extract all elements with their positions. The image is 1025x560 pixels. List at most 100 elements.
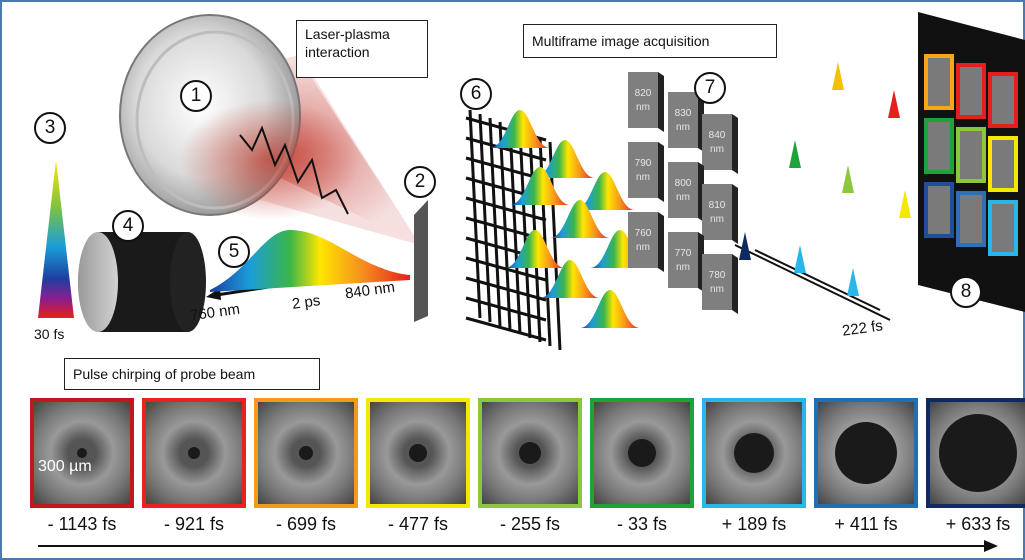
detector-cell: [956, 191, 986, 247]
filter-side: [732, 184, 738, 244]
output-pulse: [794, 245, 806, 273]
label-multiframe-text: Multiframe image acquisition: [532, 33, 710, 49]
filter-block: [628, 212, 658, 268]
filter-label-unit: nm: [710, 284, 724, 295]
filter-block: [668, 92, 698, 148]
output-pulse: [789, 140, 801, 168]
frame-delay-label: - 255 fs: [499, 514, 561, 534]
filter-label: 770: [675, 248, 692, 259]
grating-line-h: [465, 136, 547, 162]
filter-block: [702, 254, 732, 310]
spectrum-pulse: [575, 172, 635, 210]
detector-cells: [924, 54, 1018, 256]
frame-panel: [478, 398, 582, 508]
filter-label: 790: [635, 158, 652, 169]
spectrum-pulse: [505, 230, 565, 268]
output-pulse: [842, 165, 854, 193]
frame-delay-label: + 189 fs: [721, 514, 787, 534]
marker-1: 1: [180, 80, 212, 112]
stretcher-face: [78, 232, 118, 332]
frame-panel: [30, 398, 134, 508]
filter-label: 840: [709, 130, 726, 141]
filter-side: [658, 212, 664, 272]
filter-block: [668, 162, 698, 218]
filter-label: 760: [635, 228, 652, 239]
ablation-spot: [519, 442, 541, 464]
delay-line-1: [734, 244, 891, 321]
frame-panel: [702, 398, 806, 508]
chirped-spectrum: [210, 230, 410, 292]
grating-line-h: [465, 316, 547, 342]
label-laser-plasma-text: Laser-plasma interaction: [305, 26, 390, 60]
output-pulse: [847, 268, 859, 296]
marker-5: 5: [218, 236, 250, 268]
filter-side: [732, 114, 738, 174]
marker-4: 4: [112, 210, 144, 242]
dispersed-spectra: [490, 110, 650, 328]
frame-delay-label: - 921 fs: [163, 514, 225, 534]
grating-line-v: [478, 113, 492, 323]
filter-label: 810: [709, 200, 726, 211]
ablation-spot: [939, 414, 1017, 492]
filter-label: 780: [709, 270, 726, 281]
filter-label: 830: [675, 108, 692, 119]
spectrum-pulse: [490, 110, 550, 148]
time-arrow-head: [984, 540, 998, 552]
delay-line-2: [754, 249, 881, 311]
filter-label-unit: nm: [676, 262, 690, 273]
detector-cell: [956, 127, 986, 183]
stretcher-back: [170, 232, 206, 332]
filter-side: [732, 254, 738, 314]
label-laser-plasma: Laser-plasma interaction: [296, 20, 428, 78]
label-chirping: Pulse chirping of probe beam: [64, 358, 320, 390]
detector-cell: [956, 63, 986, 119]
detector-cell: [988, 136, 1018, 192]
detector-cell: [924, 118, 954, 174]
frame-panel: [590, 398, 694, 508]
marker-6: 6: [460, 78, 492, 110]
grating-line-h: [465, 196, 547, 222]
filter-label-unit: nm: [636, 102, 650, 113]
grating-line-v: [468, 109, 482, 319]
output-pulse: [832, 62, 844, 90]
filter-side: [658, 72, 664, 132]
frame-panel: [142, 398, 246, 508]
filter-label-unit: nm: [710, 144, 724, 155]
filter-label-unit: nm: [636, 172, 650, 183]
output-pulse: [739, 232, 751, 260]
marker-3: 3: [34, 112, 66, 144]
filter-block: [702, 184, 732, 240]
filter-label: 800: [675, 178, 692, 189]
filter-side: [658, 142, 664, 202]
frame-delay-label: - 33 fs: [616, 514, 668, 534]
ablation-spot: [628, 439, 656, 467]
grating-line-v: [488, 117, 502, 327]
spectrum-pulse: [580, 290, 640, 328]
output-pulse: [888, 90, 900, 118]
frame-delay-label: - 1143 fs: [47, 514, 117, 534]
ablation-spot: [409, 444, 427, 462]
plasma-filament: [239, 125, 349, 215]
spectrum-pulse: [550, 200, 610, 238]
ablation-spot: [734, 433, 774, 473]
detector-cell: [988, 200, 1018, 256]
grating-line-h: [465, 256, 547, 282]
filter-block: [628, 72, 658, 128]
filter-label-unit: nm: [676, 122, 690, 133]
filter-label: 820: [635, 88, 652, 99]
grating-line-h: [465, 296, 547, 322]
ablation-spot: [299, 446, 313, 460]
detector-cell: [988, 72, 1018, 128]
filter-block: [668, 232, 698, 288]
label-chirping-text: Pulse chirping of probe beam: [73, 366, 256, 382]
ablation-spot: [835, 422, 897, 484]
aperture-mask: [414, 200, 428, 322]
filter-label-unit: nm: [710, 214, 724, 225]
spectrum-pulse: [510, 167, 570, 205]
frame-panel: [814, 398, 918, 508]
marker-2: 2: [404, 166, 436, 198]
scale-bar-label: 300 µm: [38, 458, 92, 475]
frame-panel: [254, 398, 358, 508]
filter-block: [702, 114, 732, 170]
